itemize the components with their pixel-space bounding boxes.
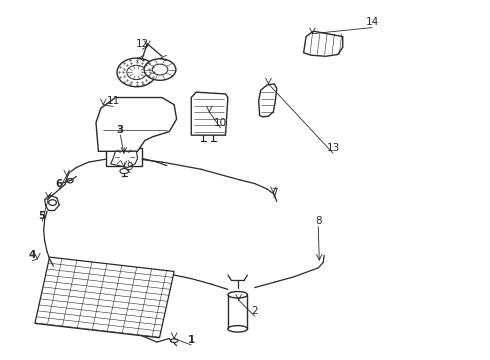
Text: 11: 11 <box>106 96 120 106</box>
Text: 3: 3 <box>117 125 124 135</box>
Bar <box>106 148 143 166</box>
Ellipse shape <box>152 64 168 75</box>
Circle shape <box>49 200 56 206</box>
Ellipse shape <box>228 292 247 298</box>
Text: 14: 14 <box>366 17 379 27</box>
Polygon shape <box>259 84 277 117</box>
Text: 1: 1 <box>188 334 195 345</box>
Ellipse shape <box>144 59 176 80</box>
Polygon shape <box>191 92 228 135</box>
Circle shape <box>127 65 147 80</box>
Ellipse shape <box>228 325 247 332</box>
Text: 7: 7 <box>271 188 278 198</box>
Circle shape <box>67 179 73 183</box>
Polygon shape <box>304 31 343 56</box>
Text: 9: 9 <box>127 162 133 172</box>
Circle shape <box>117 58 156 87</box>
Ellipse shape <box>120 168 129 174</box>
Text: 8: 8 <box>315 216 321 226</box>
Ellipse shape <box>119 151 130 162</box>
Ellipse shape <box>115 147 134 167</box>
Text: 13: 13 <box>326 143 340 153</box>
Ellipse shape <box>171 339 178 342</box>
Polygon shape <box>35 257 174 338</box>
Text: 4: 4 <box>29 250 36 260</box>
Text: 12: 12 <box>136 39 149 49</box>
Text: 2: 2 <box>251 306 258 316</box>
Polygon shape <box>111 151 138 167</box>
Text: 5: 5 <box>39 211 46 221</box>
Polygon shape <box>96 98 176 151</box>
Text: 10: 10 <box>214 118 227 128</box>
Bar <box>228 295 247 329</box>
Text: 6: 6 <box>56 179 63 189</box>
